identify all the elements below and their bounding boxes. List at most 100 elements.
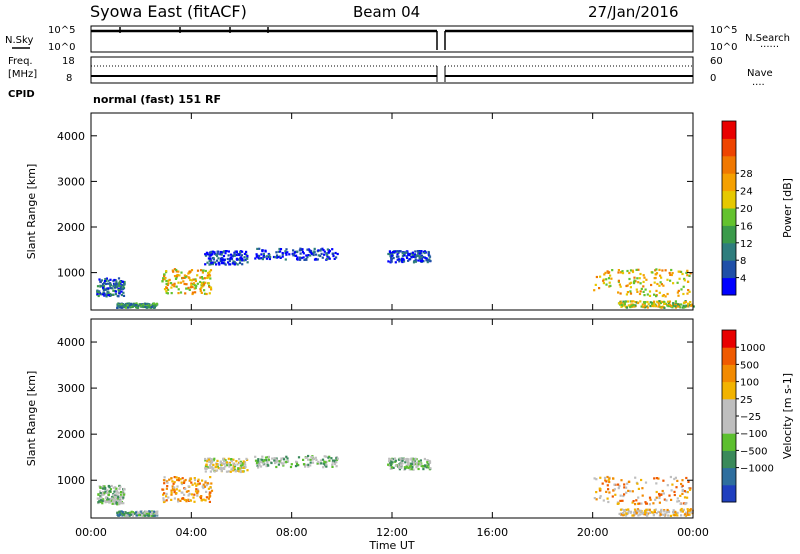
scatter-cell [656,282,659,286]
scatter-cell [306,456,309,459]
colorbar-segment [722,121,736,139]
y-tick-label: 2000 [57,221,85,234]
scatter-cell [638,502,641,505]
scatter-cell [121,284,124,287]
scatter-cell [275,251,278,254]
scatter-cell [262,460,265,463]
scatter-cell [390,253,394,256]
scatter-cell [172,270,175,273]
scatter-cell [648,294,652,297]
scatter-cell [625,306,629,309]
scatter-cell [114,486,117,489]
scatter-cell [232,260,235,263]
scatter-cell [101,502,104,505]
scatter-cell [191,291,194,294]
scatter-cell [199,280,202,284]
scatter-cell [394,464,397,467]
scatter-cell [312,251,315,255]
scatter-cell [208,259,211,262]
scatter-cell [411,251,414,254]
scatter-cell [255,255,258,258]
scatter-cell [312,457,315,461]
scatter-cell [399,250,402,253]
scatter-cell [414,256,417,259]
scatter-cell [111,500,115,503]
scatter-cell [660,283,663,286]
scatter-cell [666,484,669,487]
scatter-cell [237,468,240,471]
scatter-cell [137,305,140,308]
scatter-cell [599,495,602,498]
scatter-cell [171,485,174,488]
scatter-cell [209,464,212,467]
scatter-cell [245,457,248,460]
scatter-cell [244,258,247,261]
scatter-cell [238,258,241,261]
scatter-cell [648,511,652,514]
scatter-cell [634,476,637,479]
scatter-cell [388,460,391,463]
scatter-cell [628,480,631,483]
scatter-cell [102,498,105,501]
scatter-cell [207,497,210,500]
scatter-cell [228,259,231,263]
scatter-cell [185,287,188,290]
scatter-cell [261,455,264,458]
freq-panel [90,56,694,84]
scatter-cell [232,262,235,265]
scatter-cell [665,499,668,502]
scatter-cell [307,458,310,461]
scatter-cell [122,294,126,297]
scatter-cell [644,301,647,304]
scatter-cell [96,285,100,288]
scatter-cell [153,510,156,513]
scatter-cell [619,494,622,497]
scatter-cell [620,305,623,308]
scatter-cell [170,491,173,494]
scatter-cell [397,258,400,261]
scatter-cell [98,278,101,281]
scatter-cell [170,493,173,496]
y-tick-label: 1000 [57,474,85,487]
scatter-cell [203,283,206,286]
scatter-cell [99,490,102,493]
scatter-cell [407,259,410,262]
scatter-cell [109,490,112,493]
scatter-cell [267,455,270,458]
scatter-cell [397,250,400,253]
scatter-cell [100,279,103,282]
scatter-cell [175,476,178,479]
scatter-cell [172,284,175,287]
scatter-cell [194,286,197,290]
scatter-cell [627,489,630,492]
scatter-cell [223,460,226,463]
scatter-cell [275,256,278,259]
scatter-cell [638,292,642,296]
scatter-cell [666,510,669,513]
scatter-cell [201,271,204,274]
scatter-cell [390,460,393,463]
colorbar-segment [722,347,736,365]
scatter-cell [212,459,215,462]
scatter-cell [392,257,395,260]
scatter-cell [232,464,235,467]
scatter-cell [414,260,417,263]
scatter-cell [685,304,688,307]
scatter-cell [617,487,620,490]
scatter-cell [181,497,185,500]
scatter-cell [623,486,626,489]
scatter-cell [179,281,183,284]
scatter-cell [239,460,242,463]
scatter-cell [630,303,633,306]
scatter-cell [671,304,674,307]
scatter-cell [122,496,125,499]
scatter-cell [196,483,199,486]
scatter-cell [130,510,133,513]
scatter-cell [668,303,672,306]
scatter-cell [302,463,306,466]
scatter-cell [121,514,124,517]
colorbar-tick-label: 25 [740,395,753,406]
scatter-cell [273,457,276,460]
scatter-cell [680,303,683,306]
scatter-cell [654,269,657,272]
